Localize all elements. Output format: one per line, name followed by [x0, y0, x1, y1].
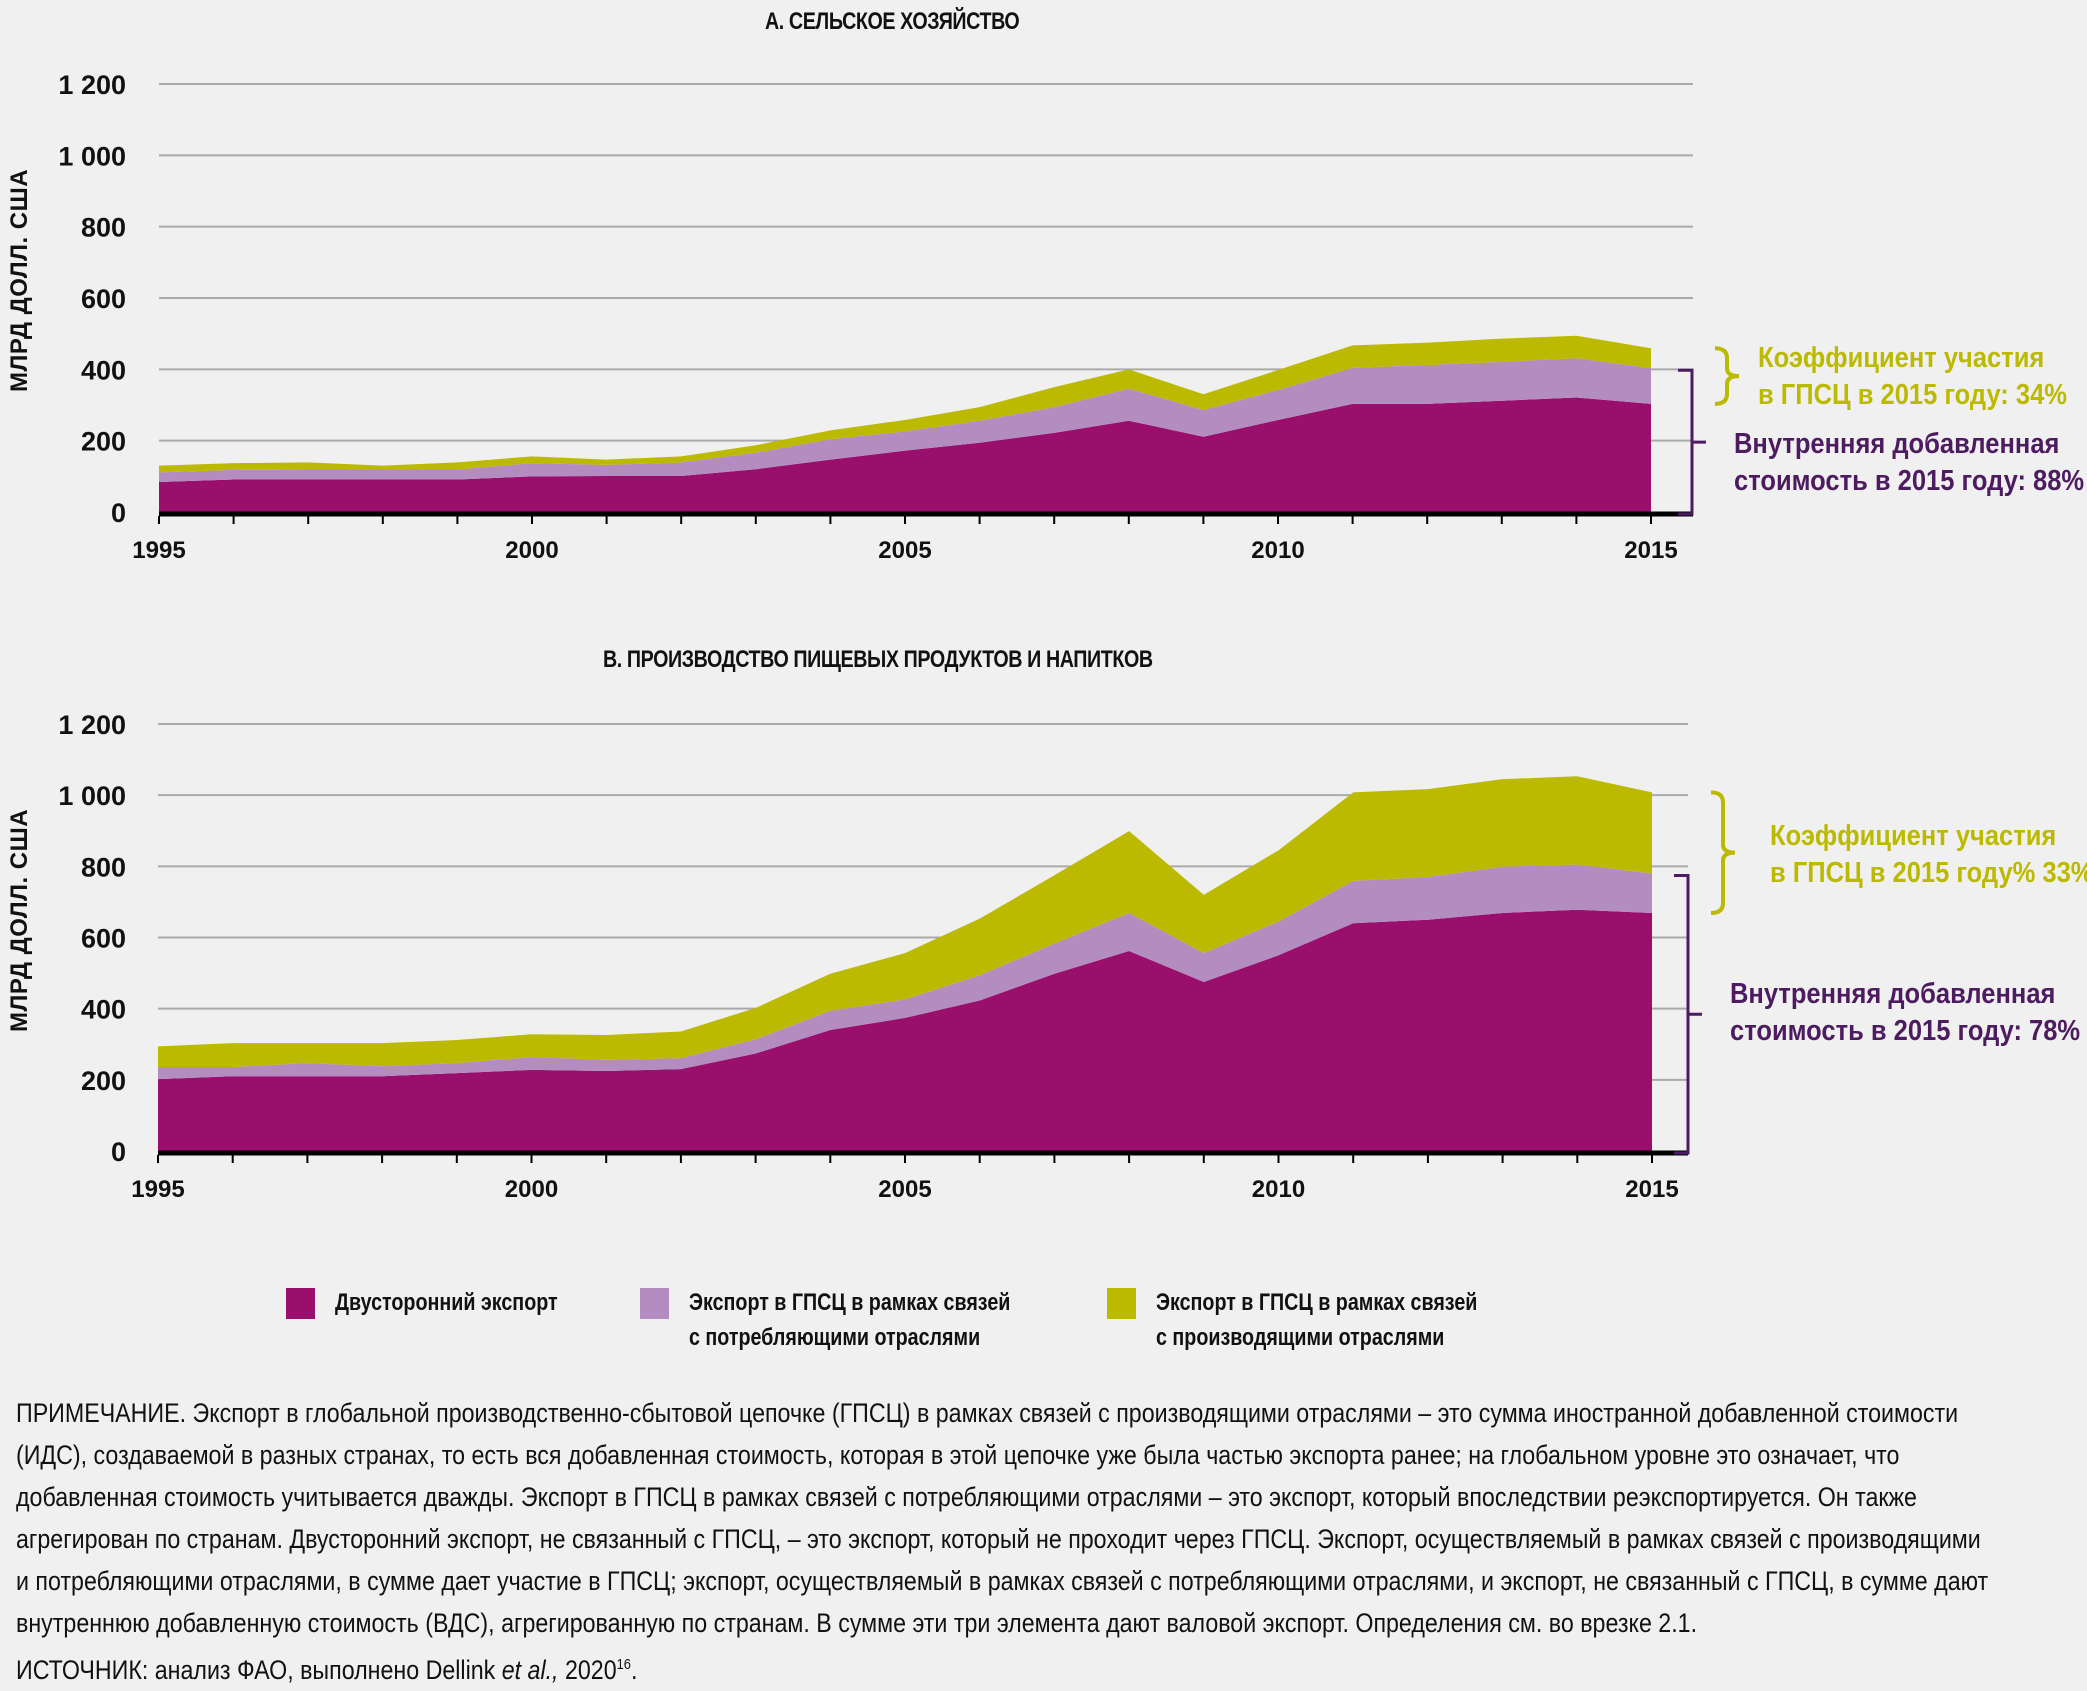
- panel-b-chart: 0 200 400 600 800 1 000 1 200 1995 2000 2005 2010 2…: [58, 710, 1736, 1203]
- x-tick-label: 2005: [878, 537, 931, 564]
- legend-label: Экспорт в ГПСЦ в рамках связей с потребл…: [689, 1285, 1010, 1355]
- note-line: (ИДС), создаваемой в разных странах, то …: [16, 1440, 1900, 1470]
- panel-b-title: B. ПРОИЗВОДСТВО ПИЩЕВЫХ ПРОДУКТОВ И НАПИ…: [603, 646, 1153, 673]
- panel-b-dva-annotation: Внутренняя добавленная стоимость в 2015 …: [1730, 976, 2080, 1050]
- legend-swatch-backward: [640, 1288, 669, 1319]
- y-tick-label: 0: [111, 1137, 126, 1167]
- dva-bracket: [1674, 873, 1702, 1155]
- x-tick-label: 2010: [1251, 537, 1304, 564]
- y-tick-label: 1 200: [58, 710, 126, 740]
- legend-label: Двусторонний экспорт: [335, 1285, 558, 1320]
- y-tick-label: 600: [81, 284, 126, 314]
- y-tick-label: 0: [111, 498, 126, 528]
- x-tick-label: 2015: [1624, 537, 1677, 564]
- area-bilateral: [158, 909, 1652, 1151]
- x-tick-label: 2015: [1625, 1176, 1678, 1203]
- annotation-line: Внутренняя добавленная: [1730, 978, 2056, 1010]
- area-backward: [159, 358, 1651, 483]
- legend-label-line: Экспорт в ГПСЦ в рамках связей: [689, 1289, 1011, 1316]
- y-tick-label: 1 000: [58, 781, 126, 811]
- legend: Двусторонний экспорт Экспорт в ГПСЦ в ра…: [0, 1285, 2087, 1375]
- panel-a-chart: 0 200 400 600 800 1 000 1 200 1995 2000 2005 2010 2…: [58, 70, 1740, 564]
- legend-item-bilateral: Двусторонний экспорт: [286, 1285, 607, 1320]
- y-tick-label: 1 200: [58, 70, 126, 100]
- annotation-line: в ГПСЦ в 2015 году: 34%: [1758, 379, 2067, 411]
- legend-label: Экспорт в ГПСЦ в рамках связей с произво…: [1156, 1285, 1477, 1355]
- panel-a-title: А. СЕЛЬСКОЕ ХОЗЯЙСТВО: [765, 8, 1020, 35]
- x-tick-label: 1995: [132, 537, 185, 564]
- x-tick-label: 2005: [878, 1176, 931, 1203]
- legend-label-line: с потребляющими отраслями: [689, 1324, 981, 1351]
- legend-label-line: с производящими отраслями: [1156, 1324, 1445, 1351]
- legend-label-line: Двусторонний экспорт: [335, 1289, 558, 1316]
- note-line: ПРИМЕЧАНИЕ. Экспорт в глобальной произво…: [16, 1398, 1959, 1428]
- note-line: и потребляющими отраслями, в сумме дает …: [16, 1566, 1989, 1596]
- note-line: агрегирован по странам. Двусторонний экс…: [16, 1524, 1981, 1554]
- area-backward: [158, 864, 1652, 1080]
- gvc-bracket: [1714, 346, 1740, 406]
- source-footnote-ref: 16: [616, 1656, 631, 1673]
- x-tick-label: 2010: [1252, 1176, 1305, 1203]
- legend-item-forward: Экспорт в ГПСЦ в рамках связей с произво…: [1107, 1285, 1548, 1355]
- annotation-line: стоимость в 2015 году: 78%: [1730, 1015, 2081, 1047]
- x-tick-label: 1995: [131, 1176, 184, 1203]
- legend-label-line: Экспорт в ГПСЦ в рамках связей: [1156, 1289, 1478, 1316]
- panel-a-dva-annotation: Внутренняя добавленная стоимость в 2015 …: [1734, 426, 2084, 500]
- y-tick-label: 400: [81, 355, 126, 385]
- legend-item-backward: Экспорт в ГПСЦ в рамках связей с потребл…: [640, 1285, 1081, 1355]
- y-tick-label: 200: [81, 427, 126, 457]
- x-tick-label: 2000: [505, 537, 558, 564]
- legend-swatch-bilateral: [286, 1288, 315, 1319]
- annotation-line: стоимость в 2015 году: 88%: [1734, 465, 2085, 497]
- annotation-line: в ГПСЦ в 2015 году% 33%: [1770, 857, 2087, 889]
- area-bilateral: [159, 397, 1651, 512]
- area-forward: [159, 335, 1651, 473]
- y-tick-label: 400: [81, 995, 126, 1025]
- source-suffix: .: [630, 1655, 638, 1685]
- panel-b-gvc-annotation: Коэффициент участия в ГПСЦ в 2015 году% …: [1770, 818, 2087, 892]
- note-line: добавленная стоимость учитывается дважды…: [16, 1482, 1917, 1512]
- annotation-line: Коэффициент участия: [1770, 820, 2057, 852]
- source-year: 2020: [558, 1655, 617, 1685]
- panel-a-gvc-annotation: Коэффициент участия в ГПСЦ в 2015 году: …: [1758, 340, 2067, 414]
- area-forward: [158, 776, 1652, 1068]
- y-tick-label: 800: [81, 213, 126, 243]
- annotation-line: Коэффициент участия: [1758, 342, 2045, 374]
- note: ПРИМЕЧАНИЕ. Экспорт в глобальной произво…: [16, 1392, 1994, 1691]
- source-italic: et al.,: [501, 1655, 559, 1685]
- note-line: внутреннюю добавленную стоимость (ВДС), …: [16, 1608, 1698, 1638]
- source-line: ИСТОЧНИК: анализ ФАО, выполнено Dellink …: [16, 1644, 1994, 1691]
- y-tick-label: 600: [81, 924, 126, 954]
- y-tick-label: 200: [81, 1066, 126, 1096]
- annotation-line: Внутренняя добавленная: [1734, 428, 2060, 460]
- dva-bracket: [1678, 368, 1706, 516]
- source-text: ИСТОЧНИК: анализ ФАО, выполнено Dellink: [16, 1655, 502, 1685]
- y-tick-label: 1 000: [58, 141, 126, 171]
- gvc-bracket: [1710, 790, 1736, 915]
- x-tick-label: 2000: [505, 1176, 558, 1203]
- legend-swatch-forward: [1107, 1288, 1136, 1319]
- y-tick-label: 800: [81, 852, 126, 882]
